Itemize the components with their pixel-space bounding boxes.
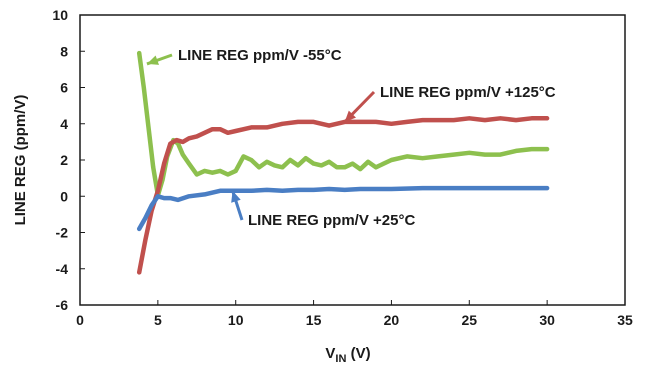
annotation-2: LINE REG ppm/V +25°C [231, 190, 415, 229]
annotation-0: LINE REG ppm/V -55°C [146, 47, 342, 66]
annotation-label: LINE REG ppm/V -55°C [178, 47, 342, 64]
y-tick-label: 0 [60, 188, 68, 204]
plot-area-frame [79, 14, 626, 306]
x-tick-label: 25 [461, 312, 477, 328]
x-tick-label: 30 [539, 312, 555, 328]
y-tick-label: -2 [56, 225, 69, 241]
x-tick-label: 0 [76, 312, 84, 328]
x-axis-title-sub: IN [335, 353, 346, 365]
annotation-arrowhead [147, 55, 159, 65]
y-tick-labels: -6 -4 -2 0 2 4 6 8 10 [52, 7, 85, 313]
annotation-arrowhead [231, 190, 241, 203]
x-tick-label: 5 [154, 312, 162, 328]
x-tick-label: 10 [228, 312, 244, 328]
x-tick-labels: 0 5 10 15 20 25 30 35 [76, 300, 633, 328]
series-layer [136, 50, 550, 275]
x-axis-title-unit: (V) [346, 345, 370, 362]
series-line-2 [136, 185, 550, 232]
y-axis-title: LINE REG (ppm/V) [12, 95, 29, 226]
x-axis-title: VIN (V) [325, 345, 370, 365]
x-tick-label: 20 [384, 312, 400, 328]
annotations: LINE REG ppm/V -55°C LINE REG ppm/V +125°… [146, 47, 556, 229]
x-tick-label: 35 [617, 312, 633, 328]
y-tick-label: -6 [56, 297, 69, 313]
x-tick-label: 15 [306, 312, 322, 328]
y-tick-label: 6 [60, 80, 68, 96]
annotation-1: LINE REG ppm/V +125°C [343, 84, 556, 123]
y-tick-label: -4 [56, 261, 69, 277]
annotation-arrowhead [344, 110, 356, 122]
y-tick-label: 8 [60, 43, 68, 59]
annotation-label: LINE REG ppm/V +125°C [380, 84, 556, 101]
y-tick-label: 4 [60, 116, 68, 132]
series-line-1 [136, 116, 550, 275]
annotation-label: LINE REG ppm/V +25°C [248, 212, 415, 229]
y-tick-label: 10 [52, 7, 68, 23]
x-axis-title-main: V [325, 345, 335, 362]
y-tick-label: 2 [60, 152, 68, 168]
